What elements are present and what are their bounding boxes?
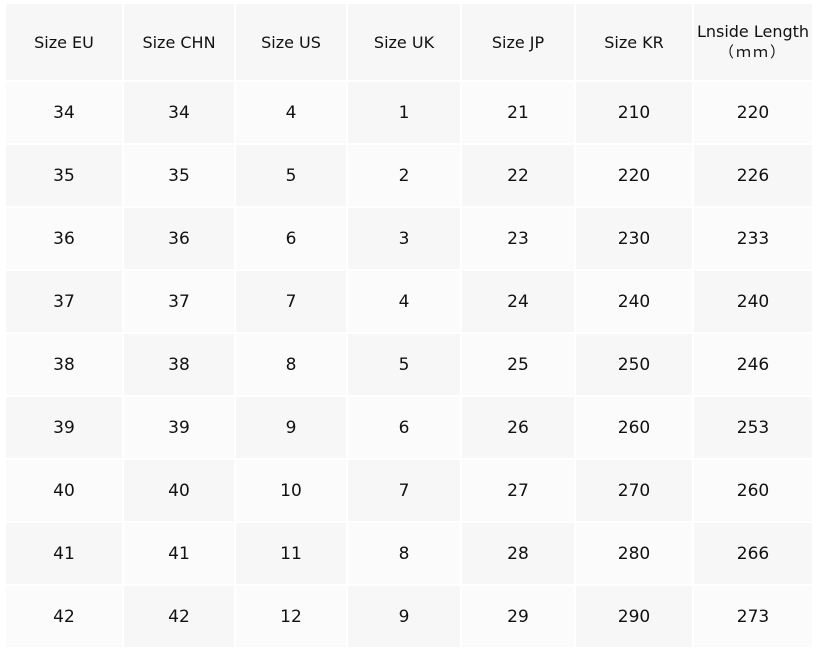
table-row: 35 35 5 2 22 220 226	[4, 143, 814, 208]
size-table: Size EU Size CHN Size US Size UK Size JP Size…	[4, 2, 814, 649]
table-cell: 26	[460, 395, 576, 460]
table-cell: 42	[122, 584, 236, 649]
header-text: Size EU	[34, 32, 94, 52]
header-text: Size JP	[491, 32, 545, 52]
table-body: 34 34 4 1 21 210 220 35 35 5 2 22 220 226 36 36 6 3 23 230 2…	[4, 80, 814, 649]
header-cell: Size UK	[346, 2, 462, 82]
table-cell: 250	[574, 332, 694, 397]
table-cell: 4	[234, 80, 348, 145]
table-cell: 266	[692, 521, 814, 586]
table-cell: 37	[122, 269, 236, 334]
table-cell: 42	[4, 584, 124, 649]
table-cell: 273	[692, 584, 814, 649]
table-cell: 29	[460, 584, 576, 649]
table-cell: 41	[4, 521, 124, 586]
table-cell: 22	[460, 143, 576, 208]
header-text: Size KR	[604, 32, 664, 52]
header-cell: Size EU	[4, 2, 124, 82]
table-cell: 12	[234, 584, 348, 649]
table-cell: 38	[122, 332, 236, 397]
table-cell: 220	[574, 143, 694, 208]
table-cell: 260	[574, 395, 694, 460]
table-cell: 226	[692, 143, 814, 208]
header-text: Lnside Length	[696, 22, 810, 41]
table-cell: 39	[122, 395, 236, 460]
table-cell: 34	[4, 80, 124, 145]
table-cell: 27	[460, 458, 576, 523]
header-cell: Size JP	[460, 2, 576, 82]
header-cell: Size CHN	[122, 2, 236, 82]
header-text: Size UK	[373, 32, 435, 52]
header-unit: （ｍｍ）	[718, 43, 787, 61]
header-text: Size CHN	[142, 32, 216, 52]
table-cell: 38	[4, 332, 124, 397]
table-cell: 11	[234, 521, 348, 586]
table-cell: 21	[460, 80, 576, 145]
table-cell: 37	[4, 269, 124, 334]
table-cell: 34	[122, 80, 236, 145]
table-cell: 246	[692, 332, 814, 397]
table-cell: 9	[346, 584, 462, 649]
table-cell: 280	[574, 521, 694, 586]
table-cell: 23	[460, 206, 576, 271]
table-cell: 40	[4, 458, 124, 523]
table-cell: 35	[122, 143, 236, 208]
table-row: 34 34 4 1 21 210 220	[4, 80, 814, 145]
table-cell: 8	[346, 521, 462, 586]
table-cell: 7	[346, 458, 462, 523]
table-cell: 253	[692, 395, 814, 460]
table-cell: 5	[346, 332, 462, 397]
table-row: 41 41 11 8 28 280 266	[4, 521, 814, 586]
table-cell: 7	[234, 269, 348, 334]
table-cell: 290	[574, 584, 694, 649]
table-cell: 36	[4, 206, 124, 271]
table-cell: 230	[574, 206, 694, 271]
table-cell: 240	[692, 269, 814, 334]
header-cell: Size KR	[574, 2, 694, 82]
table-cell: 3	[346, 206, 462, 271]
table-row: 40 40 10 7 27 270 260	[4, 458, 814, 523]
table-cell: 10	[234, 458, 348, 523]
table-cell: 35	[4, 143, 124, 208]
table-row: 37 37 7 4 24 240 240	[4, 269, 814, 334]
table-cell: 270	[574, 458, 694, 523]
header-text: Size US	[261, 32, 321, 52]
table-cell: 220	[692, 80, 814, 145]
table-cell: 36	[122, 206, 236, 271]
header-cell: Lnside Length （ｍｍ）	[692, 2, 814, 82]
table-cell: 39	[4, 395, 124, 460]
header-cell: Size US	[234, 2, 348, 82]
table-cell: 210	[574, 80, 694, 145]
table-row: 38 38 8 5 25 250 246	[4, 332, 814, 397]
table-cell: 8	[234, 332, 348, 397]
table-cell: 4	[346, 269, 462, 334]
table-cell: 6	[234, 206, 348, 271]
table-cell: 9	[234, 395, 348, 460]
table-cell: 240	[574, 269, 694, 334]
table-cell: 233	[692, 206, 814, 271]
table-cell: 260	[692, 458, 814, 523]
table-cell: 24	[460, 269, 576, 334]
table-cell: 6	[346, 395, 462, 460]
table-cell: 1	[346, 80, 462, 145]
table-cell: 5	[234, 143, 348, 208]
table-row: 36 36 6 3 23 230 233	[4, 206, 814, 271]
table-cell: 28	[460, 521, 576, 586]
table-cell: 2	[346, 143, 462, 208]
table-cell: 40	[122, 458, 236, 523]
table-row: 42 42 12 9 29 290 273	[4, 584, 814, 649]
table-header: Size EU Size CHN Size US Size UK Size JP Size…	[4, 2, 814, 82]
header-row: Size EU Size CHN Size US Size UK Size JP Size…	[4, 2, 814, 82]
table-cell: 25	[460, 332, 576, 397]
table-cell: 41	[122, 521, 236, 586]
table-row: 39 39 9 6 26 260 253	[4, 395, 814, 460]
